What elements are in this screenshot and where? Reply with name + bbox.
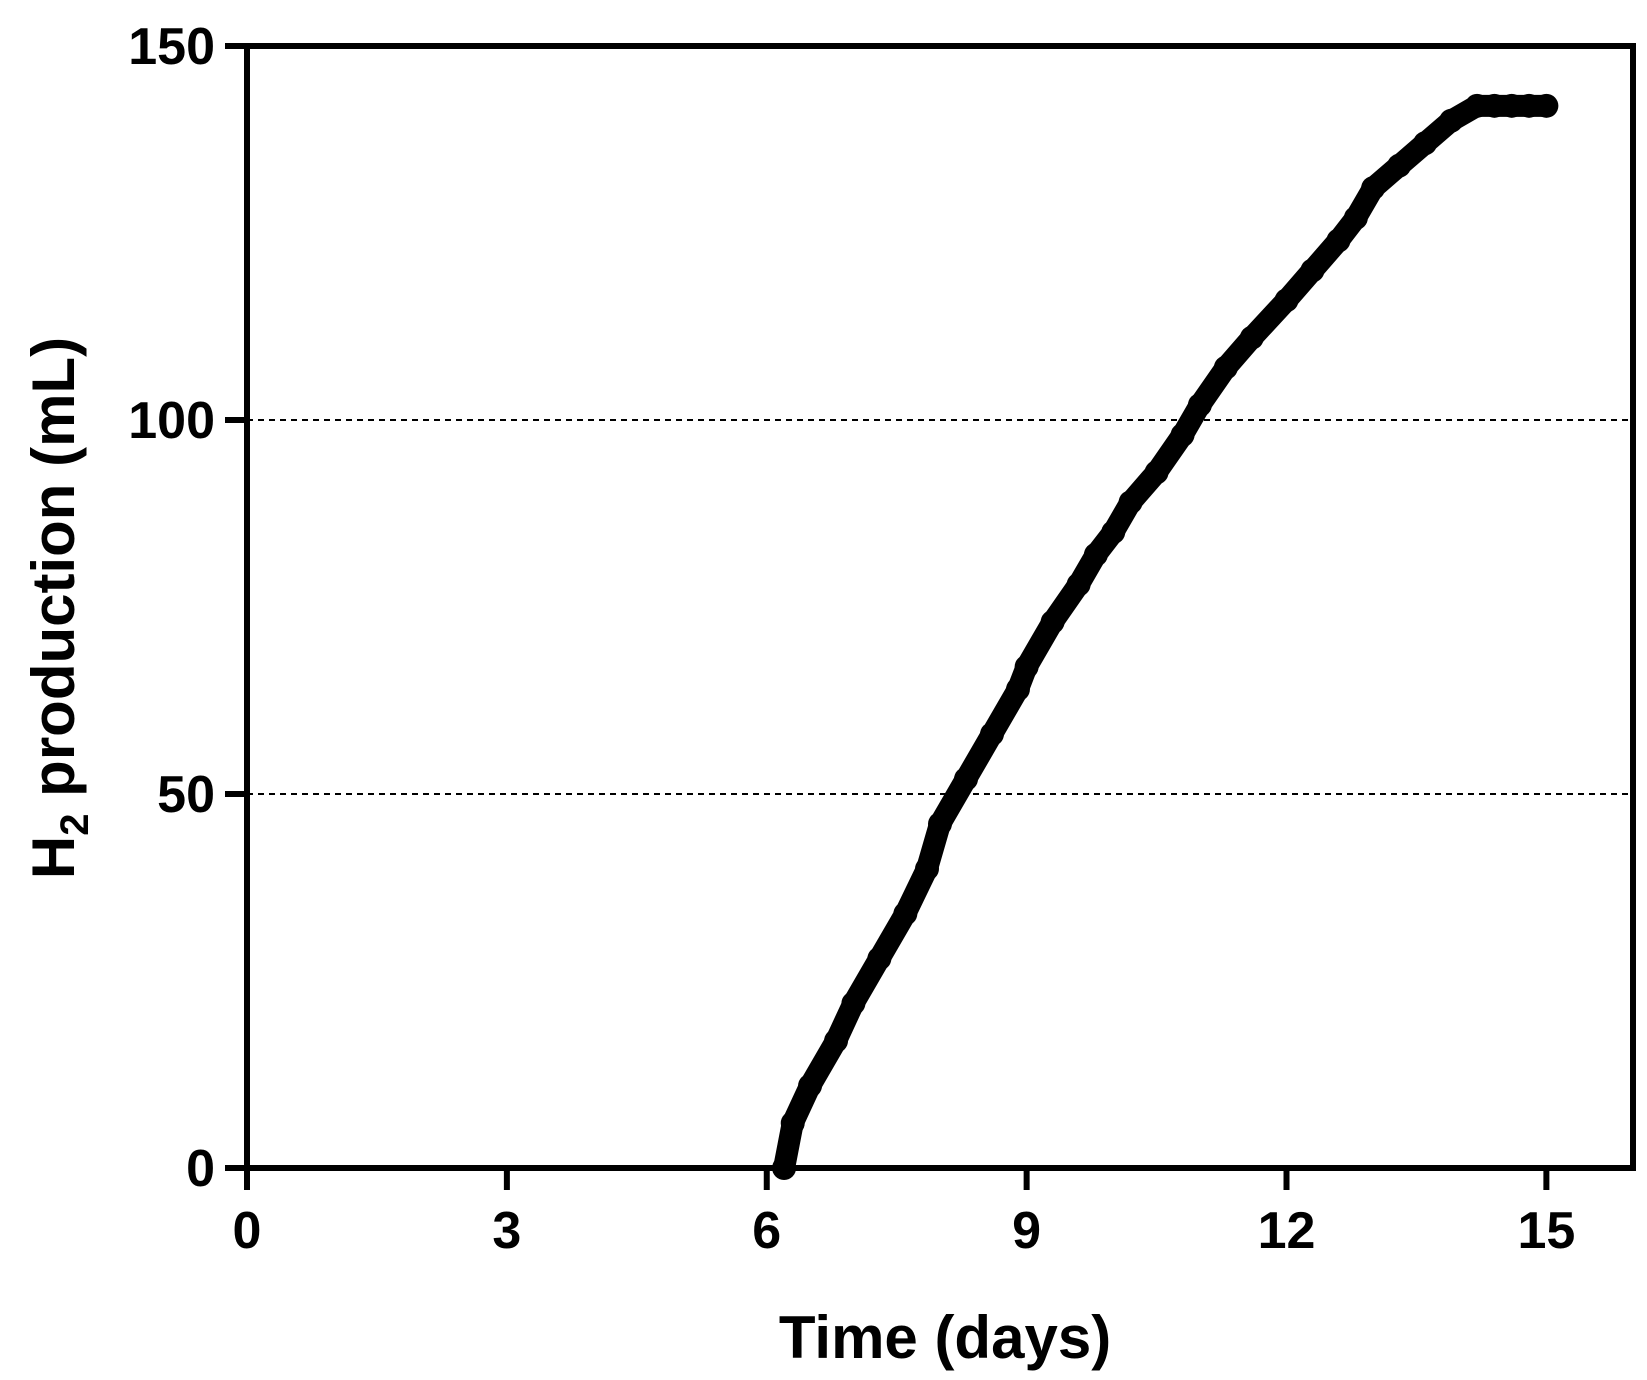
data-point xyxy=(1014,654,1039,679)
y-axis-title-main: H xyxy=(20,836,87,879)
data-point xyxy=(824,1028,849,1053)
data-point xyxy=(1326,228,1351,253)
x-tick-label-6: 6 xyxy=(752,1202,781,1260)
data-point xyxy=(1439,108,1464,133)
data-point xyxy=(953,767,978,792)
data-point xyxy=(1066,572,1091,597)
series-line-0 xyxy=(773,94,1558,1179)
data-point xyxy=(1274,288,1299,313)
data-point xyxy=(1343,206,1368,231)
y-axis-title-rest: production (mL) xyxy=(20,337,87,814)
data-point xyxy=(867,946,892,971)
data-point xyxy=(1239,325,1264,350)
data-point xyxy=(841,991,866,1016)
y-axis-title-subscript: 2 xyxy=(53,813,97,835)
data-point xyxy=(1465,93,1490,118)
data-point xyxy=(1170,422,1195,447)
data-point xyxy=(1361,176,1386,201)
y-axis-title: H2 production (mL) xyxy=(20,337,97,879)
data-point xyxy=(928,811,952,836)
data-point xyxy=(780,1111,805,1136)
x-axis-title: Time (days) xyxy=(779,1304,1111,1371)
data-point xyxy=(1101,520,1126,545)
y-tick-label-50: 50 xyxy=(157,766,215,824)
data-point xyxy=(1005,677,1030,702)
data-series xyxy=(772,93,1559,1180)
data-point xyxy=(915,856,940,881)
x-tick-label-3: 3 xyxy=(492,1202,521,1260)
data-point xyxy=(1413,131,1438,156)
plot-frame xyxy=(244,43,1636,1171)
y-tick-label-100: 100 xyxy=(128,392,215,450)
gridlines xyxy=(247,419,1633,795)
data-point xyxy=(772,1156,797,1180)
data-point xyxy=(798,1073,823,1098)
data-point xyxy=(1144,460,1169,485)
x-tick-label-15: 15 xyxy=(1517,1202,1575,1260)
x-tick-label-9: 9 xyxy=(1012,1202,1041,1260)
data-point xyxy=(1300,258,1325,283)
y-tick-label-150: 150 xyxy=(128,18,215,76)
data-point xyxy=(1187,393,1212,418)
data-point xyxy=(893,901,918,926)
x-tick-label-12: 12 xyxy=(1258,1202,1316,1260)
data-point xyxy=(1517,93,1542,118)
data-point xyxy=(1040,609,1065,634)
axes xyxy=(244,43,1636,1171)
data-point xyxy=(979,722,1004,747)
data-point xyxy=(1534,93,1559,118)
data-point xyxy=(1387,153,1412,178)
data-point xyxy=(1482,93,1507,118)
y-tick-label-0: 0 xyxy=(186,1140,215,1198)
data-point xyxy=(1499,93,1524,118)
data-point xyxy=(1213,355,1238,380)
data-point xyxy=(1083,542,1108,567)
x-tick-label-0: 0 xyxy=(233,1202,262,1260)
data-point xyxy=(1118,490,1143,515)
